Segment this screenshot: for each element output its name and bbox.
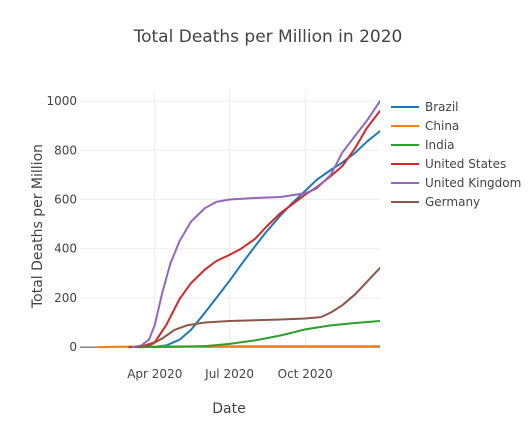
x-tick-label: Apr 2020 [127,367,182,381]
y-tick-label: 200 [54,291,77,305]
y-tick-label: 400 [54,242,77,256]
series-line-united-kingdom [131,100,380,349]
legend-item-germany[interactable]: Germany [391,195,480,209]
series-lines [96,100,380,349]
legend-label: United Kingdom [425,176,521,190]
y-tick-label: 800 [54,143,77,157]
series-line-united-states [128,109,380,349]
chart-title: Total Deaths per Million in 2020 [133,27,403,47]
y-tick-label: 600 [54,192,77,206]
legend-item-united-kingdom[interactable]: United Kingdom [391,176,521,190]
x-tick-label: Oct 2020 [278,367,333,381]
x-axis-ticks: Apr 2020 Jul 2020 Oct 2020 [127,367,333,381]
y-tick-label: 1000 [46,94,77,108]
legend-item-brazil[interactable]: Brazil [391,100,459,114]
legend-label: India [425,138,454,152]
legend[interactable]: Brazil China India United States United King… [391,100,521,209]
legend-label: Brazil [425,100,459,114]
legend-item-china[interactable]: China [391,119,459,133]
x-tick-label: Jul 2020 [204,367,254,381]
y-axis-ticks: 0 200 400 600 800 1000 [46,94,77,354]
legend-label: United States [425,157,506,171]
legend-label: China [425,119,459,133]
legend-label: Germany [425,195,480,209]
series-line-india [137,320,380,349]
legend-item-united-states[interactable]: United States [391,157,506,171]
legend-item-india[interactable]: India [391,138,454,152]
series-line-germany [134,266,380,349]
series-line-brazil [141,130,380,349]
x-axis-title: Date [212,401,245,417]
y-tick-label: 0 [69,340,77,354]
grid [80,90,380,352]
y-axis-title: Total Deaths per Million [30,144,46,309]
